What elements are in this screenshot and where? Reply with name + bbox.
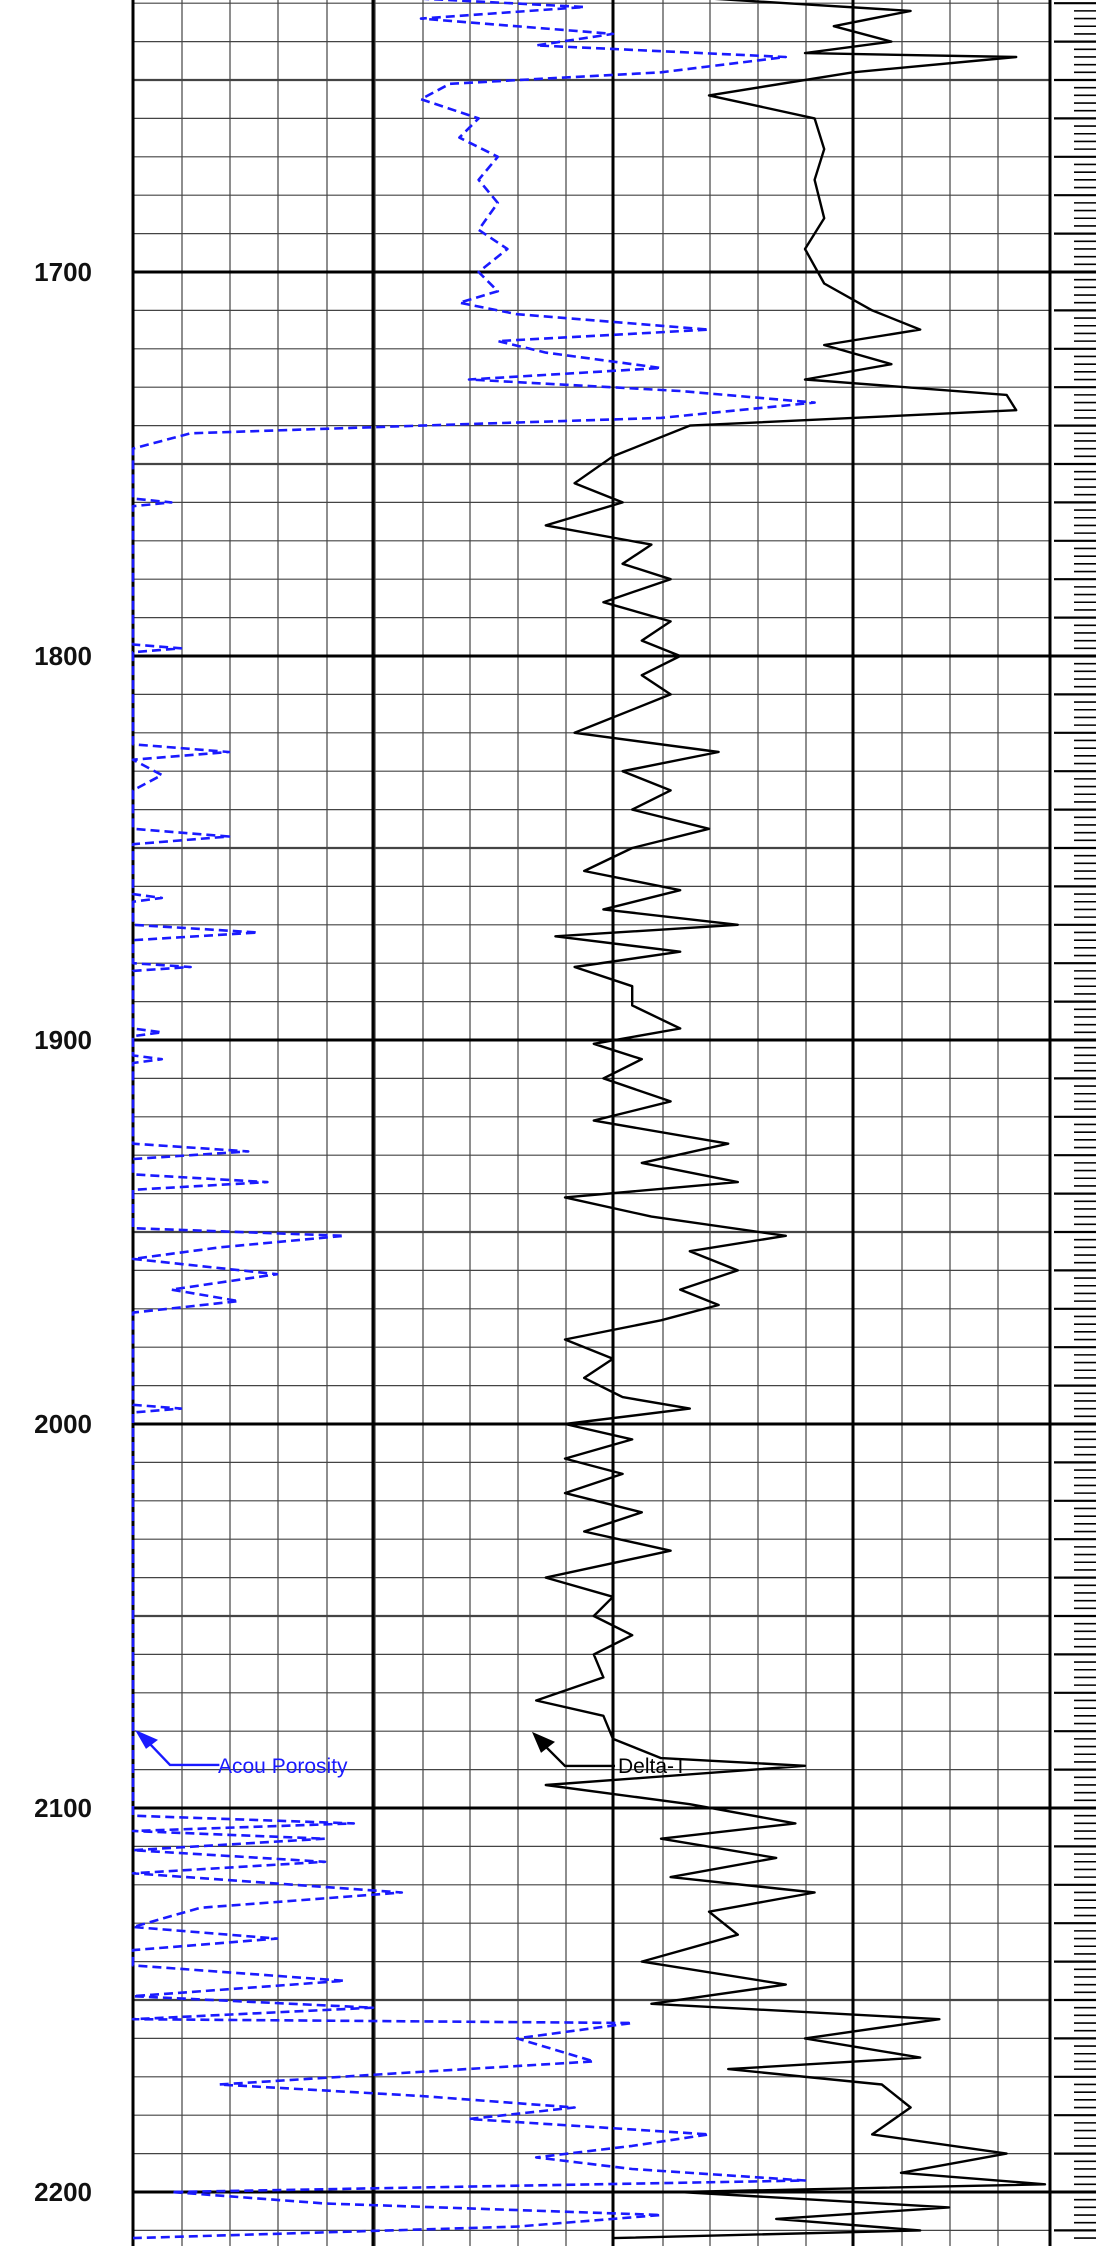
- depth-label-2100: 2100: [34, 1793, 92, 1823]
- delta-t-curve: [535, 0, 1047, 2240]
- curve-annotations: Acou Porosity Delta-T: [135, 1729, 687, 1778]
- depth-label-1900: 1900: [34, 1025, 92, 1055]
- delta-t-arrowhead: [532, 1731, 555, 1753]
- depth-label-2000: 2000: [34, 1409, 92, 1439]
- depth-label-2200: 2200: [34, 2177, 92, 2207]
- acou-porosity-arrowhead: [135, 1729, 158, 1749]
- acou-porosity-arrow-line: [147, 1741, 220, 1767]
- depth-label-1700: 1700: [34, 257, 92, 287]
- major-grid: [131, 0, 1096, 2246]
- delta-t-label: Delta-T: [618, 1755, 687, 1778]
- depth-label-1800: 1800: [34, 641, 92, 671]
- depth-ticks: [1054, 2, 1096, 2239]
- curves: [131, 0, 1047, 2240]
- delta-t-arrow-line: [544, 1745, 615, 1768]
- acou-porosity-label: Acou Porosity: [218, 1755, 348, 1778]
- depth-labels: 1700 1800 1900 2000 2100 2200: [34, 257, 92, 2207]
- acou-porosity-curve: [131, 0, 816, 2240]
